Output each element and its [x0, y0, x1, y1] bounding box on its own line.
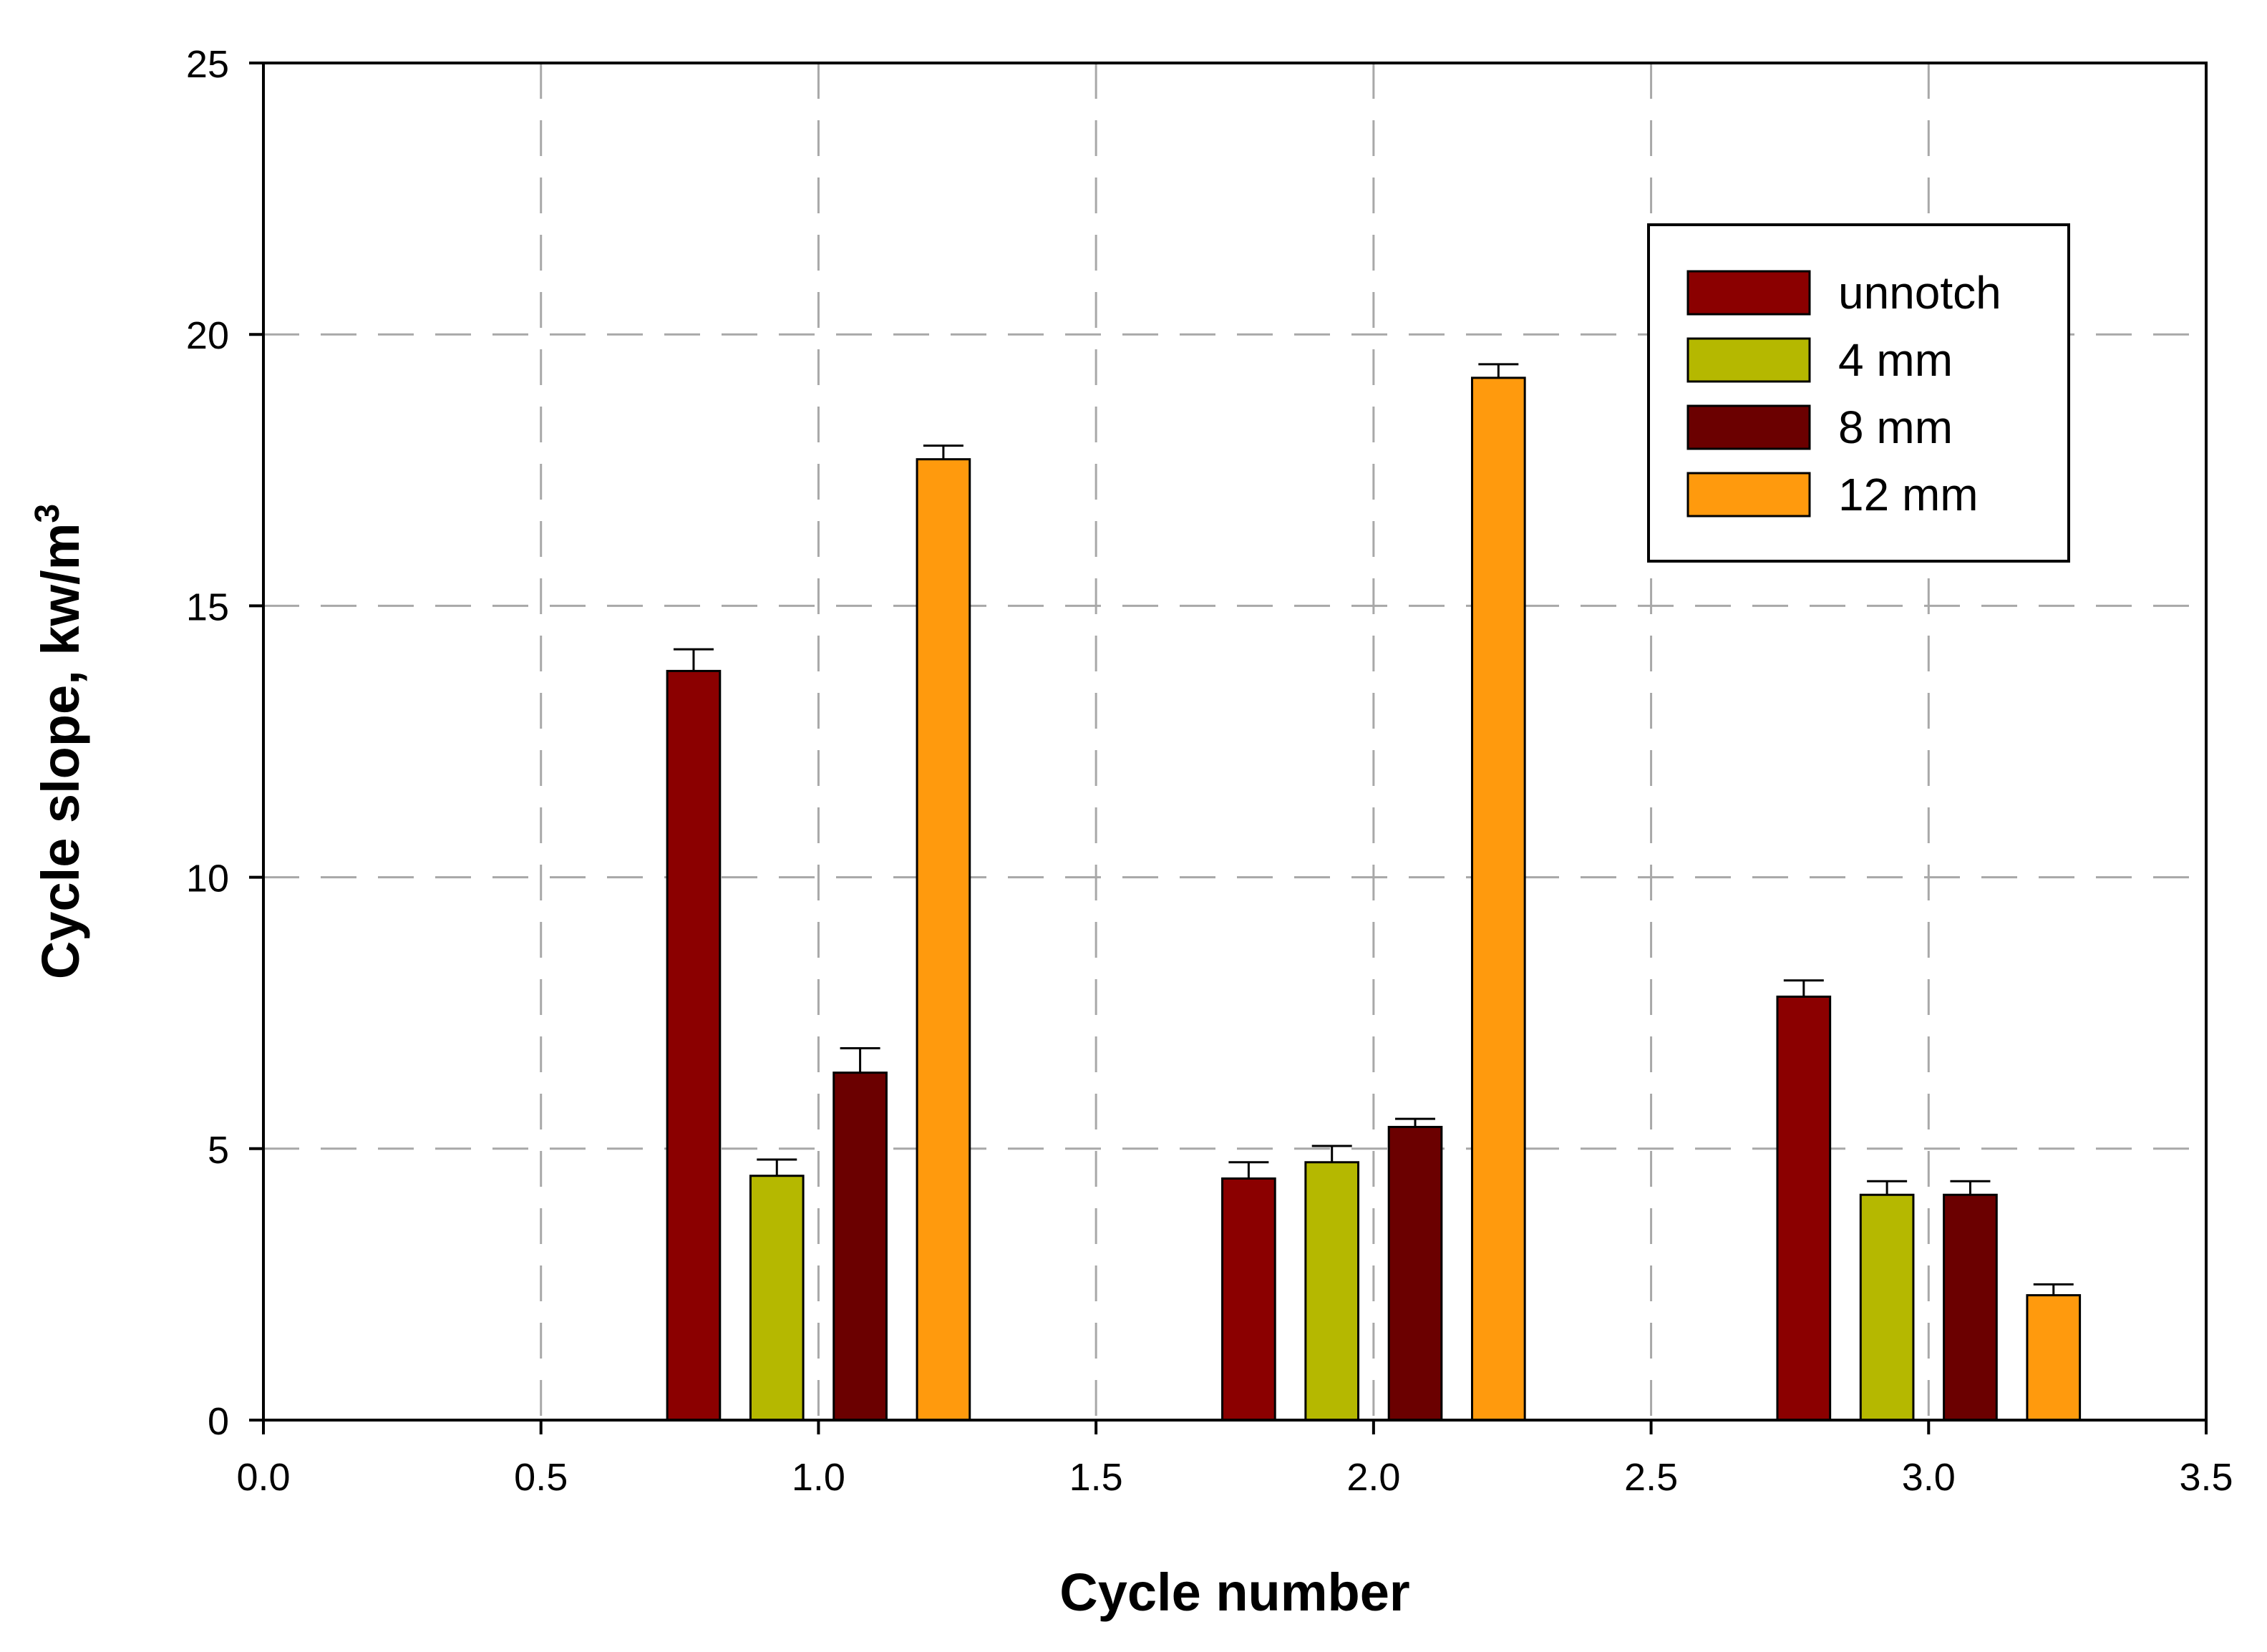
legend-label: unnotch: [1838, 267, 2001, 319]
x-tick-label: 3.0: [1902, 1456, 1956, 1499]
y-tick-label: 10: [186, 857, 229, 900]
bar-12-mm-2: [1470, 376, 1526, 1422]
legend: unnotch 4 mm 8 mm 12 mm: [1647, 223, 2070, 563]
y-tick-label: 25: [186, 43, 229, 86]
bar-unnotch-3: [1776, 995, 1832, 1422]
x-tick-label: 0.5: [514, 1456, 568, 1499]
bar-8-mm-2: [1387, 1125, 1443, 1422]
y-tick-label: 15: [186, 586, 229, 628]
bars: [666, 363, 2082, 1422]
x-tick-label: 1.0: [792, 1456, 845, 1499]
legend-label: 12 mm: [1838, 469, 1979, 520]
x-tick-label: 2.0: [1346, 1456, 1400, 1499]
y-axis-title: Cycle slope, kw/m3: [29, 504, 90, 979]
x-tick-label: 1.5: [1069, 1456, 1123, 1499]
bar-4-mm-2: [1304, 1161, 1360, 1422]
y-tick-label: 20: [186, 314, 229, 357]
plot-frame: [262, 62, 2208, 1422]
x-axis-title: Cycle number: [1059, 1563, 1409, 1622]
legend-swatch: [1686, 472, 1811, 518]
y-tick-label: 5: [208, 1129, 229, 1172]
x-tick-label: 0.0: [236, 1456, 290, 1499]
bar-unnotch-2: [1221, 1177, 1276, 1422]
y-axis-title-main: Cycle slope, kw/m: [31, 523, 90, 980]
legend-swatch: [1686, 404, 1811, 450]
x-tick-label: 3.5: [2179, 1456, 2233, 1499]
bar-4-mm-1: [749, 1175, 805, 1422]
bar-12-mm-3: [2026, 1294, 2082, 1422]
bar-8-mm-3: [1943, 1193, 1998, 1422]
axis-ticks: 0.0 0.5 1.0 1.5 2.0 2.5 3.0 3.5 0 5 10 15 20 25: [186, 43, 2233, 1499]
legend-swatch: [1686, 270, 1811, 316]
bar-4-mm-3: [1859, 1193, 1915, 1422]
x-tick-label: 2.5: [1624, 1456, 1678, 1499]
legend-label: 4 mm: [1838, 334, 1953, 386]
legend-swatch: [1686, 337, 1811, 383]
y-tick-label: 0: [208, 1400, 229, 1443]
bar-12-mm-1: [916, 458, 971, 1422]
legend-label: 8 mm: [1838, 402, 1953, 453]
bar-8-mm-1: [832, 1072, 888, 1422]
bar-unnotch-1: [666, 669, 722, 1422]
y-axis-title-superscript: 3: [29, 504, 67, 523]
